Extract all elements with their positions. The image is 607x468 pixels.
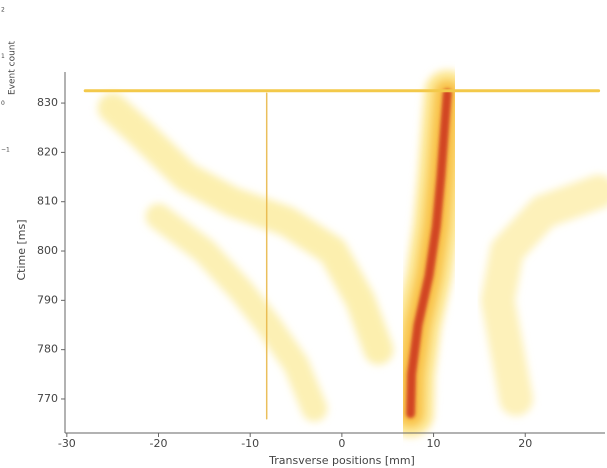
y-tick-label: 790	[37, 293, 58, 306]
colorbar-label: Event count	[8, 41, 18, 96]
colorbar-tick-label: −1	[1, 147, 10, 154]
x-tick-label: -10	[241, 437, 259, 450]
y-tick-label: 800	[37, 244, 58, 257]
colorbar-tick-label: 1	[1, 53, 5, 60]
density-track	[480, 174, 607, 416]
x-tick-label: -30	[58, 437, 76, 450]
x-axis-label: Transverse positions [mm]	[268, 454, 415, 467]
colorbar-tick-label: 2	[1, 6, 5, 13]
y-tick-label: 770	[37, 392, 58, 405]
x-tick-label: 10	[427, 437, 441, 450]
colorbar-tick-label: 0	[1, 100, 5, 107]
density-track	[97, 93, 394, 365]
y-tick-label: 820	[37, 145, 58, 158]
x-tick-label: 20	[518, 437, 532, 450]
y-axis-label: Ctime [ms]	[15, 219, 28, 280]
density-track	[145, 203, 328, 422]
density-track	[406, 88, 452, 419]
y-tick-label: 830	[37, 96, 58, 109]
y-tick-label: 780	[37, 343, 58, 356]
x-tick-label: 0	[338, 437, 345, 450]
x-tick-label: -20	[150, 437, 168, 450]
y-tick-label: 810	[37, 195, 58, 208]
